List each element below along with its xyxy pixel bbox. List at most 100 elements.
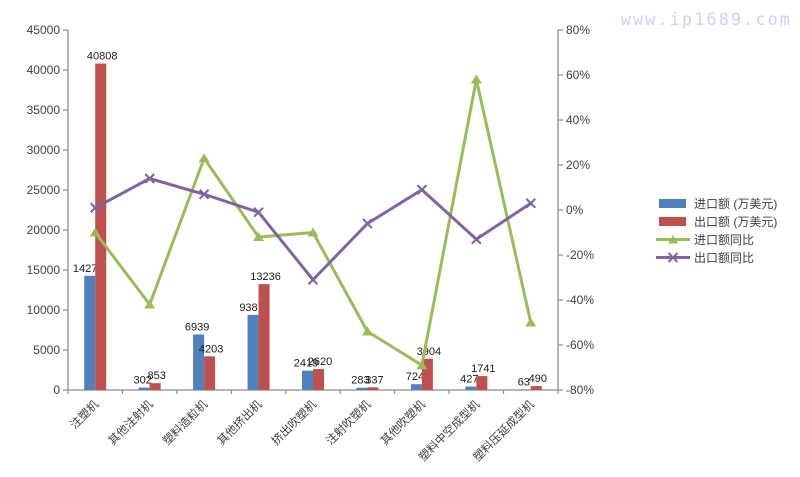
bar-value-label: 6939: [185, 321, 209, 333]
triangle-marker: [89, 227, 101, 237]
category-label: 塑料造粒机: [160, 397, 211, 448]
x-marker: [144, 173, 155, 184]
legend-item: 进口额 (万美元): [656, 197, 778, 211]
bar-value-label: 40808: [87, 51, 118, 63]
legend-item-label: 进口额 (万美元): [694, 197, 778, 211]
bar-value-label: 2419: [294, 358, 318, 370]
legend-item-label: 进口额同比: [694, 233, 755, 247]
legend-triangle-line-icon: [656, 235, 690, 244]
triangle-marker: [198, 153, 210, 163]
triangle-marker: [525, 317, 537, 327]
legend-item: 出口额同比: [656, 251, 777, 265]
export-bar: [204, 356, 216, 390]
bar-value-label: 724: [406, 371, 424, 383]
right-axis-tick-label: 0%: [566, 203, 584, 217]
import-bar: [302, 370, 313, 390]
x-marker: [362, 218, 373, 229]
bar-value-label: 3904: [417, 346, 441, 358]
bar-value-label: 302: [133, 375, 151, 387]
export-bar: [149, 383, 161, 390]
import-bar: [519, 389, 531, 391]
bar-value-label: 490: [529, 373, 547, 385]
legend-item-label: 出口额 (万美元): [694, 215, 778, 229]
bar-value-label: 337: [365, 374, 383, 386]
x-marker: [525, 198, 536, 209]
legend-item: 出口额 (万美元): [656, 215, 778, 229]
left-axis-tick-label: 5000: [33, 343, 60, 357]
left-axis-tick-label: 10000: [27, 303, 61, 317]
import-bar: [193, 334, 205, 390]
import-bar: [247, 314, 259, 390]
right-axis-tick-label: 40%: [566, 113, 590, 127]
category-label: 其他注射机: [105, 397, 156, 448]
right-axis-tick-label: 60%: [566, 68, 590, 82]
line-path: [93, 79, 533, 368]
category-label: 其他吹塑机: [377, 397, 428, 448]
legend-bar-swatch: [659, 199, 686, 208]
x-marker: [253, 207, 264, 218]
watermark: www.ip1689.com: [620, 10, 792, 30]
left-axis-tick-label: 0: [53, 383, 60, 397]
right-axis-tick-label: 80%: [566, 23, 590, 37]
export-bar: [476, 376, 488, 390]
x-marker: [90, 202, 101, 213]
bar-value-label: 853: [147, 370, 165, 382]
triangle-marker: [361, 326, 373, 336]
bar-value-label: 2620: [308, 356, 332, 368]
export-bar: [95, 63, 107, 390]
triangle-marker: [470, 74, 482, 84]
right-axis-tick-label: -20%: [566, 248, 594, 262]
bar-value-label: 9387: [239, 302, 263, 314]
right-axis-tick-label: -80%: [566, 383, 594, 397]
export-bar: [421, 358, 433, 390]
bar-value-label: 427: [460, 374, 478, 386]
category-label: 挤出吹塑机: [269, 397, 320, 448]
bar-value-label: 13236: [250, 271, 281, 283]
x-marker: [198, 189, 210, 200]
bar-value-label: 1741: [471, 363, 495, 375]
triangle-marker: [144, 299, 156, 309]
export-bar: [258, 284, 270, 390]
import-bar: [465, 386, 477, 390]
export-bar: [530, 386, 542, 390]
left-axis-tick-label: 45000: [27, 23, 61, 37]
category-label: 其他挤出机: [214, 397, 265, 448]
axes: 45000 40000 35000 30000 25000 20000 15000 10000…: [27, 23, 595, 397]
export-bar: [313, 369, 324, 390]
right-axis-tick-label: -60%: [566, 338, 594, 352]
right-axis-tick-label: 20%: [566, 158, 590, 172]
import-bar: [356, 387, 368, 390]
import-yoy-line: [89, 74, 537, 370]
category-label: 注射吹塑机: [323, 397, 374, 448]
bar-value-label: 283: [351, 375, 369, 387]
right-axis-tick-label: -40%: [566, 293, 594, 307]
left-axis-tick-label: 20000: [27, 223, 61, 237]
bar-value-label: 4203: [199, 343, 223, 355]
left-axis-tick-label: 30000: [27, 143, 61, 157]
import-bar: [84, 275, 96, 390]
left-axis-tick-label: 15000: [27, 263, 61, 277]
import-bar: [410, 384, 422, 390]
left-axis-tick-label: 35000: [27, 103, 61, 117]
category-label: 注塑机: [67, 397, 102, 432]
legend-item-label: 出口额同比: [694, 251, 755, 265]
export-yoy-line: [90, 173, 536, 285]
category-labels: 注塑机 其他注射机 塑料造粒机 其他挤出机 挤出吹塑机 注射吹塑机 其他吹塑机塑料中空成型机…: [67, 397, 537, 464]
bar-value-label: 63: [518, 376, 530, 388]
legend-x-line-icon: [656, 252, 690, 263]
x-marker: [416, 184, 428, 195]
triangle-marker: [307, 227, 319, 237]
export-bar: [367, 387, 379, 390]
triangle-marker: [416, 360, 428, 370]
left-axis-tick-label: 40000: [27, 63, 61, 77]
legend-bar-swatch: [659, 217, 686, 226]
x-marker: [307, 274, 319, 285]
triangle-marker: [253, 232, 265, 241]
import-bar: [138, 387, 150, 390]
x-marker: [471, 234, 482, 245]
legend: 进口额 (万美元) 出口额 (万美元) 进口额同比出口额同比: [656, 197, 778, 265]
left-axis-tick-label: 25000: [27, 183, 61, 197]
